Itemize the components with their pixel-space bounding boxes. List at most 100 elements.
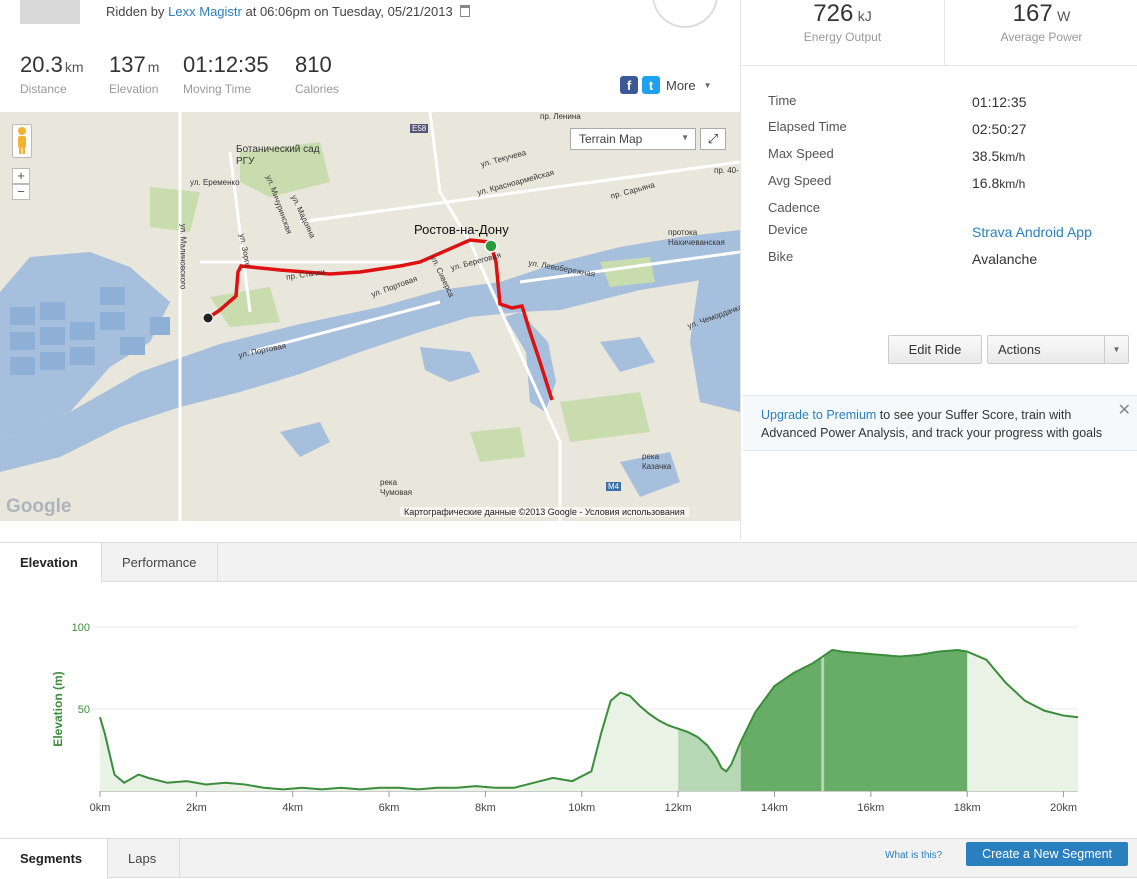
twitter-icon[interactable]: t bbox=[642, 76, 660, 94]
stat-calories: 810 Calories bbox=[295, 52, 339, 96]
detail-label: Bike bbox=[768, 249, 794, 264]
stat-elevation: 137 m Elevation bbox=[109, 52, 159, 96]
energy-value: 726 bbox=[813, 0, 854, 27]
google-logo: Google bbox=[6, 496, 72, 517]
detail-value-text: 02:50:27 bbox=[972, 121, 1027, 137]
detail-label: Elapsed Time bbox=[768, 119, 847, 134]
chevron-down-icon[interactable]: ▼ bbox=[1104, 336, 1128, 363]
map-label: ул. Малиновского bbox=[178, 223, 188, 290]
what-is-this-link[interactable]: What is this? bbox=[885, 850, 943, 861]
y-tick-label: 50 bbox=[78, 704, 90, 716]
power-value: 167 bbox=[1012, 0, 1053, 27]
calendar-icon[interactable] bbox=[460, 5, 471, 17]
athlete-link[interactable]: Lexx Magistr bbox=[168, 4, 242, 19]
highlight-area bbox=[678, 728, 741, 791]
detail-unit: km/h bbox=[999, 150, 1026, 164]
elevation-chart[interactable]: 50 100 Elevation (m) 0km 2km 4km 6km 8km 10km 12k… bbox=[0, 582, 1137, 838]
stat-unit: km bbox=[64, 59, 84, 75]
upgrade-text: to see your Suffer Score, train with Adv… bbox=[761, 408, 1103, 440]
power-label: Average Power bbox=[1000, 30, 1083, 44]
stat-label: Moving Time bbox=[183, 82, 252, 96]
detail-label: Device bbox=[768, 222, 808, 237]
share-bar: f t More ▼ bbox=[620, 76, 712, 94]
edit-ride-button[interactable]: Edit Ride bbox=[888, 335, 982, 364]
start-marker bbox=[484, 239, 498, 253]
map-type-dropdown[interactable]: Terrain Map ▼ bbox=[570, 128, 696, 150]
average-power-box: 167 W Average Power bbox=[945, 0, 1137, 66]
x-tick-label: 20km bbox=[1050, 802, 1077, 814]
zoom-out-button[interactable]: − bbox=[12, 184, 30, 200]
detail-label: Max Speed bbox=[768, 146, 834, 161]
detail-label: Cadence bbox=[768, 200, 821, 215]
detail-value-text: 01:12:35 bbox=[972, 94, 1027, 110]
map-label: E58 bbox=[410, 124, 429, 133]
detail-value: Avalanche bbox=[972, 251, 1038, 267]
route-polyline bbox=[207, 238, 554, 401]
map-label: пр. Ленина bbox=[540, 112, 581, 121]
energy-label: Energy Output bbox=[803, 30, 882, 44]
chevron-down-icon: ▼ bbox=[681, 133, 689, 142]
map-label: ул. Еременко bbox=[190, 178, 240, 187]
map-copyright[interactable]: Картографические данные ©2013 Google - У… bbox=[400, 507, 689, 517]
stat-moving-time: 01:12:35 Moving Time bbox=[183, 52, 271, 96]
stat-label: Distance bbox=[20, 82, 67, 96]
athlete-avatar[interactable] bbox=[20, 0, 80, 24]
tab-segments[interactable]: Segments bbox=[0, 839, 108, 879]
y-axis-label: Elevation (m) bbox=[51, 671, 65, 746]
elevation-line bbox=[99, 648, 1079, 791]
upgrade-banner: Upgrade to Premium to see your Suffer Sc… bbox=[743, 395, 1137, 451]
upgrade-link[interactable]: Upgrade to Premium bbox=[761, 408, 877, 422]
device-link[interactable]: Strava Android App bbox=[972, 224, 1092, 240]
stat-value: 810 bbox=[295, 52, 332, 77]
map-label: протока Нахичеванская bbox=[668, 228, 725, 247]
stat-label: Calories bbox=[295, 82, 340, 96]
tab-elevation[interactable]: Elevation bbox=[0, 543, 102, 583]
facebook-icon[interactable]: f bbox=[620, 76, 638, 94]
actions-label: Actions bbox=[998, 342, 1041, 357]
detail-value-text: 16.8 bbox=[972, 175, 1000, 191]
more-share-button[interactable]: More bbox=[666, 77, 696, 93]
stat-value: 01:12:35 bbox=[183, 52, 269, 77]
x-tick-label: 10km bbox=[568, 802, 595, 814]
ride-datetime: at 06:06pm on Tuesday, 05/21/2013 bbox=[245, 4, 453, 19]
map-canvas bbox=[0, 112, 740, 521]
x-tick-label: 14km bbox=[761, 802, 788, 814]
ride-byline: Ridden by Lexx Magistr at 06:06pm on Tue… bbox=[106, 4, 471, 19]
x-tick-label: 18km bbox=[954, 802, 981, 814]
tab-performance[interactable]: Performance bbox=[102, 543, 218, 582]
x-tick-label: 0km bbox=[90, 802, 111, 814]
energy-output-box: 726 kJ Energy Output bbox=[741, 0, 945, 66]
tab-laps[interactable]: Laps bbox=[108, 839, 180, 878]
street-view-pegman-icon[interactable] bbox=[12, 124, 32, 158]
stat-value: 137 bbox=[109, 52, 146, 77]
stat-unit: m bbox=[147, 59, 160, 75]
detail-label: Time bbox=[768, 93, 797, 108]
stat-distance: 20.3 km Distance bbox=[20, 52, 84, 96]
map-label: река Казачка bbox=[642, 452, 672, 471]
x-tick-label: 12km bbox=[665, 802, 692, 814]
detail-value: 02:50:27 bbox=[972, 121, 1027, 137]
actions-dropdown[interactable]: Actions ▼ bbox=[987, 335, 1129, 364]
stat-label: Elevation bbox=[109, 82, 159, 96]
highlight-area bbox=[740, 649, 968, 791]
create-segment-button[interactable]: Create a New Segment bbox=[966, 842, 1128, 866]
route-map[interactable]: Ростов-на-Дону Ботанический сад РГУ ул. … bbox=[0, 112, 740, 521]
map-label: Ботанический сад РГУ bbox=[236, 144, 320, 167]
x-tick-label: 4km bbox=[282, 802, 303, 814]
map-label: M4 bbox=[606, 482, 622, 491]
map-type-label: Terrain Map bbox=[579, 132, 643, 146]
x-tick-label: 8km bbox=[475, 802, 496, 814]
chevron-down-icon[interactable]: ▼ bbox=[703, 80, 712, 90]
zoom-in-button[interactable]: + bbox=[12, 168, 30, 184]
ridden-prefix: Ridden by bbox=[106, 4, 165, 19]
detail-value: 38.5km/h bbox=[972, 148, 1025, 164]
fullscreen-icon[interactable]: ⤢ bbox=[700, 128, 726, 150]
elevation-chart-svg: 50 100 Elevation (m) 0km 2km 4km 6km 8km 10km 12k… bbox=[51, 622, 1079, 814]
detail-value: 01:12:35 bbox=[972, 94, 1027, 110]
close-icon[interactable]: ✕ bbox=[1117, 402, 1131, 419]
map-label: Ростов-на-Дону bbox=[414, 222, 509, 237]
map-label: пр. 40- bbox=[714, 166, 739, 175]
y-tick-label: 100 bbox=[72, 622, 90, 634]
map-label: река Чумовая bbox=[380, 478, 413, 497]
detail-unit: km/h bbox=[999, 177, 1026, 191]
